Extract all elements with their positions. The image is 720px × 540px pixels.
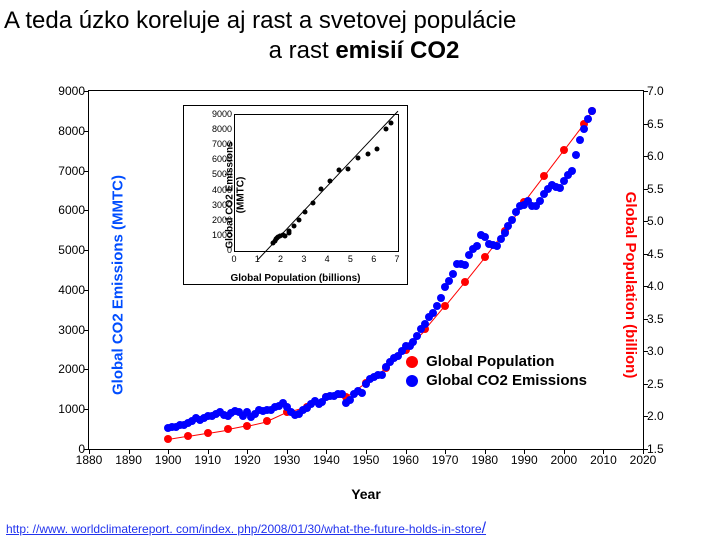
data-point bbox=[164, 435, 172, 443]
inset-y-tick: 6000 bbox=[206, 154, 232, 164]
x-tick-label: 1940 bbox=[313, 453, 340, 467]
y1-tick-label: 2000 bbox=[49, 362, 85, 376]
y2-tick-label: 2.0 bbox=[647, 409, 673, 423]
y2-tick-label: 4.5 bbox=[647, 247, 673, 261]
x-tick-label: 1930 bbox=[273, 453, 300, 467]
x-tick-label: 1910 bbox=[194, 453, 221, 467]
inset-x-tick: 5 bbox=[348, 254, 353, 264]
data-point bbox=[433, 302, 441, 310]
x-tick-label: 2000 bbox=[550, 453, 577, 467]
inset-y-tick: 8000 bbox=[206, 124, 232, 134]
inset-y-tick: 0 bbox=[206, 245, 232, 255]
data-point bbox=[580, 125, 588, 133]
y1-tick-label: 6000 bbox=[49, 203, 85, 217]
inset-x-tick: 6 bbox=[371, 254, 376, 264]
inset-x-label: Global Population (billions) bbox=[184, 273, 407, 284]
data-point bbox=[560, 146, 568, 154]
y2-tick-label: 3.5 bbox=[647, 312, 673, 326]
x-tick-label: 2020 bbox=[630, 453, 657, 467]
data-point bbox=[493, 242, 501, 250]
data-point bbox=[568, 167, 576, 175]
x-tick-label: 1960 bbox=[392, 453, 419, 467]
data-point bbox=[508, 216, 516, 224]
title-line1: A teda úzko koreluje aj rast a svetovej … bbox=[4, 7, 516, 34]
x-tick-label: 1900 bbox=[155, 453, 182, 467]
data-point bbox=[540, 172, 548, 180]
x-tick-label: 1970 bbox=[432, 453, 459, 467]
y2-tick-label: 7.0 bbox=[647, 84, 673, 98]
data-point bbox=[449, 270, 457, 278]
data-point bbox=[338, 390, 346, 398]
y2-tick-label: 3.0 bbox=[647, 344, 673, 358]
data-point bbox=[576, 136, 584, 144]
x-tick-label: 1980 bbox=[471, 453, 498, 467]
data-point bbox=[481, 253, 489, 261]
title-line2-prefix: a rast bbox=[269, 37, 336, 64]
x-tick-label: 1890 bbox=[115, 453, 142, 467]
data-point bbox=[378, 371, 386, 379]
inset-x-tick: 4 bbox=[325, 254, 330, 264]
y2-tick-label: 6.0 bbox=[647, 149, 673, 163]
inset-x-tick: 3 bbox=[301, 254, 306, 264]
data-point bbox=[184, 432, 192, 440]
data-point bbox=[243, 422, 251, 430]
inset-x-tick: 1 bbox=[255, 254, 260, 264]
source-link[interactable]: http: //www. worldclimatereport. com/ind… bbox=[6, 520, 486, 538]
data-point bbox=[429, 309, 437, 317]
inset-x-tick: 7 bbox=[394, 254, 399, 264]
inset-plot-area bbox=[234, 114, 399, 252]
slide-title: A teda úzko koreluje aj rast a svetovej … bbox=[0, 6, 720, 66]
legend: Global Population Global CO2 Emissions bbox=[406, 353, 587, 391]
y1-tick-label: 3000 bbox=[49, 323, 85, 337]
inset-y-tick: 4000 bbox=[206, 185, 232, 195]
plot-area: Global CO2 Emissions(MMTC) Global Popula… bbox=[88, 90, 644, 450]
x-tick-label: 1990 bbox=[511, 453, 538, 467]
data-point bbox=[461, 278, 469, 286]
data-point bbox=[588, 107, 596, 115]
data-point bbox=[473, 242, 481, 250]
y2-tick-label: 5.0 bbox=[647, 214, 673, 228]
inset-y-tick: 5000 bbox=[206, 169, 232, 179]
data-point bbox=[584, 115, 592, 123]
x-tick-label: 1950 bbox=[353, 453, 380, 467]
inset-x-tick: 2 bbox=[278, 254, 283, 264]
y1-tick-label: 4000 bbox=[49, 283, 85, 297]
legend-dot-blue bbox=[406, 375, 418, 387]
data-point bbox=[358, 389, 366, 397]
inset-chart: Global CO2 Emissions(MMTC) Global Popula… bbox=[183, 105, 408, 285]
x-tick-label: 1920 bbox=[234, 453, 261, 467]
y1-tick-label: 7000 bbox=[49, 164, 85, 178]
data-point bbox=[572, 151, 580, 159]
data-point bbox=[204, 429, 212, 437]
title-line2-bold: emisií CO2 bbox=[335, 37, 459, 64]
y1-tick-label: 9000 bbox=[49, 84, 85, 98]
data-point bbox=[437, 294, 445, 302]
data-point bbox=[224, 425, 232, 433]
inset-y-tick: 1000 bbox=[206, 230, 232, 240]
x-axis-label: Year bbox=[36, 486, 696, 502]
inset-x-tick: 0 bbox=[231, 254, 236, 264]
main-chart: Global CO2 Emissions (MMTC) Global Popul… bbox=[36, 80, 696, 490]
y2-tick-label: 2.5 bbox=[647, 377, 673, 391]
y1-tick-label: 8000 bbox=[49, 124, 85, 138]
data-point bbox=[263, 417, 271, 425]
y1-tick-label: 1000 bbox=[49, 402, 85, 416]
inset-y-tick: 9000 bbox=[206, 109, 232, 119]
y2-tick-label: 6.5 bbox=[647, 117, 673, 131]
data-point bbox=[441, 302, 449, 310]
y2-tick-label: 5.5 bbox=[647, 182, 673, 196]
legend-item-population: Global Population bbox=[406, 353, 587, 370]
legend-dot-red bbox=[406, 356, 418, 368]
y2-tick-label: 4.0 bbox=[647, 279, 673, 293]
x-tick-label: 2010 bbox=[590, 453, 617, 467]
inset-y-tick: 7000 bbox=[206, 139, 232, 149]
data-point bbox=[461, 261, 469, 269]
x-tick-label: 1880 bbox=[76, 453, 103, 467]
legend-item-co2: Global CO2 Emissions bbox=[406, 372, 587, 389]
inset-y-tick: 2000 bbox=[206, 215, 232, 225]
inset-y-tick: 3000 bbox=[206, 200, 232, 210]
y1-tick-label: 5000 bbox=[49, 243, 85, 257]
